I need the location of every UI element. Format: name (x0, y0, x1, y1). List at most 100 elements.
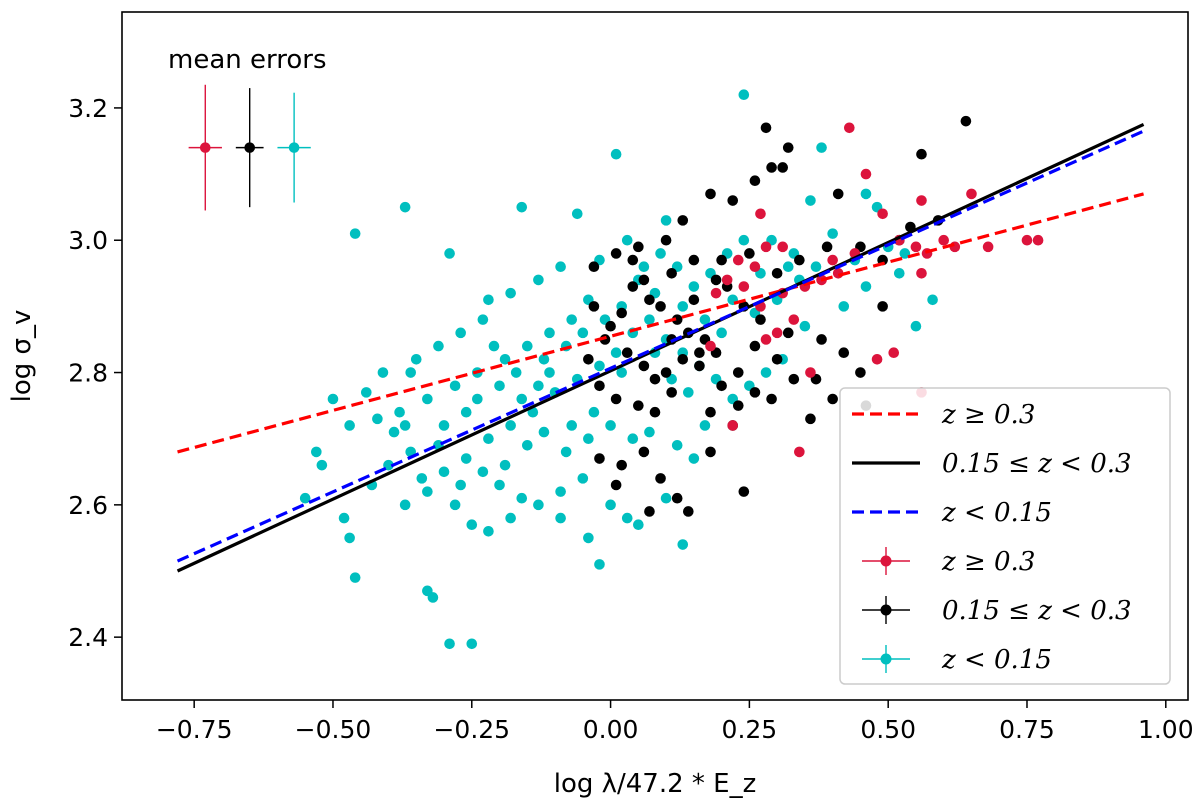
scatter-point-z-0-15 (644, 426, 655, 438)
scatter-point-z-0-15 (377, 367, 389, 378)
scatter-point-0-15-z-0-3 (644, 294, 655, 306)
scatter-point-0-15-z-0-3 (671, 314, 683, 325)
scatter-point-0-15-z-0-3 (916, 148, 927, 160)
scatter-point-z-0-15 (338, 512, 350, 524)
scatter-point-0-15-z-0-3 (610, 479, 622, 491)
x-axis-ticks: −0.75 −0.50 −0.25 0.00 0.25 0.50 0.75 1.00 (156, 700, 1194, 744)
scatter-point-z-0-15 (533, 274, 544, 286)
scatter-point-z-0-15 (577, 473, 589, 484)
scatter-point-z-0-15 (782, 261, 794, 272)
scatter-point-0-15-z-0-3 (605, 320, 616, 332)
scatter-point-z-0-15 (660, 492, 672, 504)
scatter-point-0-15-z-0-3 (610, 393, 622, 405)
scatter-point-z-0-3 (788, 314, 800, 325)
scatter-point-0-15-z-0-3 (644, 506, 655, 517)
scatter-point-z-0-15 (699, 420, 711, 431)
legend: z ≥ 0.3 0.15 ≤ z < 0.3 z < 0.15 z ≥ 0.3 0.15… (839, 387, 1171, 685)
scatter-point-0-15-z-0-3 (649, 373, 661, 385)
scatter-point-z-0-15 (438, 466, 450, 478)
scatter-point-z-0-15 (810, 261, 822, 272)
scatter-point-0-15-z-0-3 (710, 274, 722, 286)
scatter-point-z-0-15 (555, 486, 566, 497)
scatter-point-z-0-15 (422, 393, 433, 405)
scatter-point-z-0-15 (444, 638, 455, 650)
scatter-point-z-0-15 (405, 367, 417, 378)
scatter-point-z-0-15 (477, 314, 489, 325)
scatter-point-z-0-15 (316, 459, 328, 471)
scatter-point-z-0-15 (699, 314, 711, 325)
scatter-point-0-15-z-0-3 (832, 188, 844, 200)
scatter-point-z-0-15 (505, 287, 516, 299)
scatter-point-z-0-15 (483, 433, 494, 444)
scatter-point-z-0-15 (583, 532, 594, 544)
mean-error-point (288, 142, 300, 153)
legend-label: z ≥ 0.3 (941, 400, 1035, 430)
scatter-point-z-0-3 (871, 354, 883, 365)
scatter-point-z-0-3 (910, 241, 922, 253)
scatter-point-z-0-15 (533, 380, 544, 392)
scatter-point-0-15-z-0-3 (749, 340, 761, 352)
x-tick-label: 1.00 (1138, 715, 1194, 744)
scatter-point-z-0-3 (771, 327, 783, 339)
legend-marker-swatch (880, 604, 892, 616)
scatter-point-z-0-15 (344, 532, 355, 544)
scatter-point-z-0-15 (494, 479, 505, 491)
scatter-point-z-0-15 (660, 215, 672, 226)
scatter-point-0-15-z-0-3 (677, 215, 689, 226)
scatter-point-0-15-z-0-3 (649, 406, 661, 418)
scatter-point-0-15-z-0-3 (666, 387, 677, 398)
y-tick-label: 3.2 (68, 94, 108, 123)
scatter-point-0-15-z-0-3 (583, 354, 594, 365)
scatter-point-0-15-z-0-3 (638, 274, 650, 286)
scatter-point-0-15-z-0-3 (777, 162, 788, 173)
legend-marker-swatch (880, 653, 892, 665)
scatter-point-z-0-15 (677, 539, 689, 550)
scatter-point-z-0-15 (455, 327, 466, 339)
scatter-point-z-0-3 (755, 208, 766, 220)
scatter-point-0-15-z-0-3 (633, 400, 644, 411)
scatter-point-0-15-z-0-3 (727, 195, 739, 206)
scatter-point-0-15-z-0-3 (838, 347, 850, 358)
scatter-point-z-0-3 (749, 261, 761, 272)
scatter-point-z-0-15 (644, 314, 655, 325)
scatter-point-z-0-15 (483, 294, 494, 306)
scatter-point-0-15-z-0-3 (732, 400, 744, 411)
scatter-point-z-0-15 (738, 234, 750, 246)
scatter-point-z-0-3 (916, 195, 927, 206)
scatter-point-z-0-15 (627, 433, 639, 444)
legend-label: 0.15 ≤ z < 0.3 (942, 449, 1132, 479)
scatter-points (299, 89, 1044, 650)
scatter-point-z-0-3 (738, 281, 750, 292)
scatter-point-0-15-z-0-3 (627, 254, 639, 266)
scatter-point-z-0-15 (360, 387, 372, 398)
y-tick-label: 2.6 (68, 491, 108, 520)
scatter-point-z-0-15 (499, 354, 511, 365)
scatter-point-z-0-15 (416, 473, 428, 484)
scatter-point-z-0-15 (516, 393, 528, 405)
scatter-point-z-0-3 (938, 234, 950, 246)
scatter-point-z-0-15 (799, 320, 811, 332)
scatter-point-z-0-3 (777, 241, 788, 253)
y-tick-label: 3.0 (68, 226, 108, 255)
scatter-point-z-0-15 (516, 201, 528, 213)
scatter-point-z-0-3 (705, 340, 716, 352)
scatter-point-z-0-15 (466, 519, 478, 530)
legend-label: z < 0.15 (941, 498, 1052, 528)
plot-frame (121, 11, 1189, 701)
scatter-point-0-15-z-0-3 (683, 506, 694, 517)
scatter-point-0-15-z-0-3 (705, 446, 716, 458)
y-axis-label: log σ_v (7, 310, 37, 403)
scatter-point-z-0-3 (860, 168, 872, 180)
scatter-point-z-0-15 (344, 420, 355, 431)
scatter-point-z-0-15 (605, 499, 616, 511)
scatter-point-z-0-15 (455, 479, 466, 491)
scatter-point-0-15-z-0-3 (749, 387, 761, 398)
scatter-point-z-0-15 (688, 453, 700, 464)
scatter-point-0-15-z-0-3 (694, 347, 705, 358)
scatter-point-z-0-3 (827, 254, 838, 266)
scatter-point-0-15-z-0-3 (633, 241, 644, 253)
scatter-point-0-15-z-0-3 (638, 360, 650, 372)
scatter-point-z-0-15 (805, 195, 816, 206)
scatter-point-0-15-z-0-3 (738, 486, 750, 497)
x-tick-label: 0.50 (860, 715, 916, 744)
